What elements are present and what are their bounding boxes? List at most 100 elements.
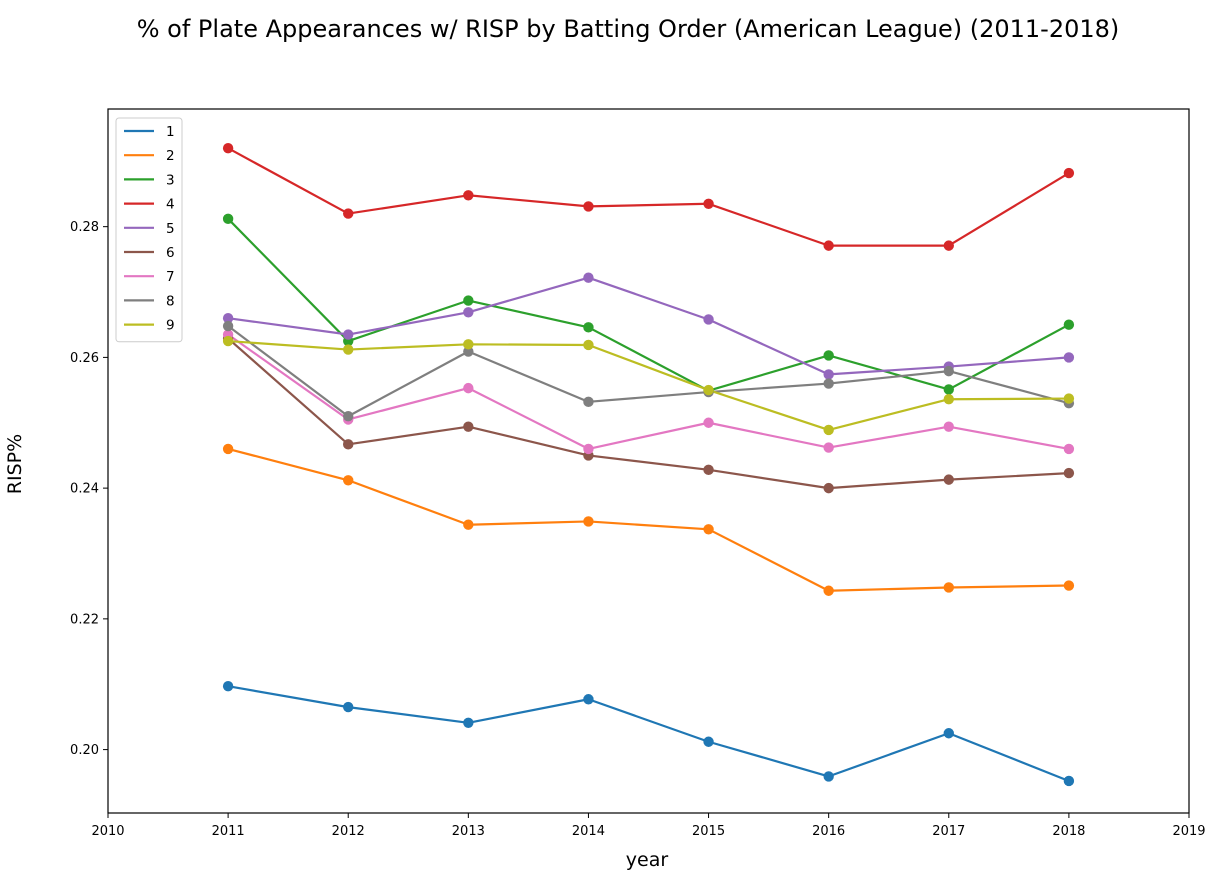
data-point-2 [703, 524, 714, 535]
data-point-6 [703, 464, 714, 476]
data-point-5 [823, 369, 834, 380]
data-point-8 [343, 411, 354, 422]
y-tick-label: 0.22 [70, 612, 99, 627]
data-point-5 [222, 312, 234, 324]
y-tick-label: 0.24 [70, 482, 99, 497]
data-point-1 [703, 736, 714, 747]
data-point-3 [1063, 319, 1075, 330]
data-point-7 [463, 382, 474, 394]
data-point-7 [823, 442, 834, 453]
series-line-4 [227, 147, 1070, 247]
data-point-4 [823, 240, 834, 251]
data-point-6 [463, 421, 474, 432]
data-point-4 [703, 198, 714, 209]
x-tick-label: 2016 [812, 824, 845, 839]
data-point-3 [463, 295, 474, 306]
chart-title: % of Plate Appearances w/ RISP by Battin… [137, 15, 1120, 43]
plot-frame [107, 108, 1190, 814]
legend-label-5: 5 [166, 221, 175, 237]
data-point-2 [823, 585, 834, 596]
legend-label-1: 1 [166, 124, 175, 140]
data-point-5 [463, 307, 474, 318]
data-point-7 [703, 417, 714, 428]
data-point-2 [1063, 580, 1075, 591]
data-point-2 [222, 443, 234, 455]
data-point-8 [943, 365, 954, 377]
data-point-6 [943, 474, 954, 485]
legend-box [115, 117, 183, 343]
data-point-5 [703, 314, 714, 325]
data-point-9 [463, 339, 474, 350]
data-point-9 [583, 339, 594, 351]
data-point-1 [823, 771, 834, 782]
data-point-5 [583, 272, 594, 283]
data-point-1 [463, 717, 474, 728]
data-point-1 [1063, 775, 1075, 787]
series-line-2 [227, 447, 1069, 592]
series-line-5 [227, 276, 1069, 376]
data-point-3 [222, 213, 234, 225]
x-tick-label: 2018 [1052, 824, 1085, 839]
data-point-5 [1063, 352, 1075, 363]
data-point-4 [222, 143, 234, 154]
data-point-8 [583, 396, 594, 408]
data-point-9 [343, 344, 354, 355]
y-tick-label: 0.28 [70, 220, 99, 235]
data-point-1 [222, 680, 234, 692]
legend-label-9: 9 [166, 318, 175, 334]
data-point-9 [1063, 393, 1075, 404]
data-point-2 [343, 475, 354, 486]
y-tick-label: 0.20 [70, 743, 99, 758]
legend-label-3: 3 [166, 172, 175, 188]
data-point-2 [583, 516, 594, 527]
data-point-2 [463, 519, 474, 530]
data-point-2 [943, 582, 954, 593]
data-point-7 [1063, 443, 1075, 455]
series-line-7 [227, 333, 1070, 451]
legend-label-6: 6 [166, 245, 175, 261]
y-axis-label: RISP% [4, 434, 26, 494]
x-tick-label: 2019 [1172, 824, 1205, 839]
data-point-1 [343, 701, 354, 713]
legend-label-4: 4 [166, 197, 175, 213]
x-tick-label: 2012 [332, 824, 365, 839]
data-point-9 [703, 384, 714, 396]
x-tick-label: 2015 [692, 824, 725, 839]
data-point-1 [943, 728, 954, 739]
data-point-4 [583, 201, 594, 212]
x-tick-label: 2010 [91, 824, 124, 839]
x-tick-label: 2014 [572, 824, 605, 839]
series-line-6 [227, 337, 1069, 490]
data-point-5 [343, 329, 354, 340]
data-point-4 [343, 208, 354, 219]
data-point-3 [943, 384, 954, 395]
x-axis-label: year [626, 849, 669, 871]
plot-area: 2010 2011 2012 2013 2014 2015 2016 2017 2018 2019… [70, 108, 1206, 839]
data-point-6 [343, 439, 354, 450]
y-tick-label: 0.26 [70, 351, 99, 366]
data-point-7 [943, 421, 954, 432]
series-line-1 [227, 685, 1070, 782]
data-point-9 [222, 335, 234, 347]
data-point-1 [583, 694, 594, 705]
data-point-6 [823, 482, 834, 494]
data-point-4 [943, 240, 954, 251]
data-point-8 [823, 378, 834, 389]
data-point-8 [463, 346, 474, 357]
data-point-3 [823, 350, 834, 361]
x-tick-label: 2013 [452, 824, 485, 839]
legend: 1 2 3 4 5 6 7 8 9 [115, 117, 183, 343]
data-point-4 [463, 190, 474, 201]
data-point-9 [823, 424, 834, 436]
data-point-8 [222, 320, 234, 332]
legend-label-8: 8 [166, 293, 175, 309]
series-line-8 [227, 325, 1070, 418]
data-point-7 [583, 443, 594, 455]
data-point-4 [1063, 167, 1075, 179]
series-line-3 [227, 218, 1070, 392]
x-tick-label: 2011 [212, 824, 245, 839]
data-point-3 [583, 322, 594, 333]
data-point-6 [1063, 467, 1075, 479]
